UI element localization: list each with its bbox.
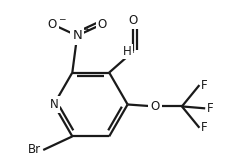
Text: O: O — [150, 100, 159, 113]
Text: N: N — [49, 98, 58, 111]
Text: Br: Br — [28, 143, 41, 156]
Text: O: O — [128, 14, 137, 27]
Text: +: + — [83, 25, 90, 34]
Text: H: H — [122, 45, 131, 58]
Text: F: F — [200, 121, 207, 134]
Text: N: N — [72, 29, 82, 42]
Text: −: − — [57, 14, 65, 23]
Text: O: O — [47, 18, 56, 30]
Text: O: O — [97, 18, 106, 30]
Text: F: F — [200, 79, 207, 92]
Text: F: F — [206, 102, 213, 115]
